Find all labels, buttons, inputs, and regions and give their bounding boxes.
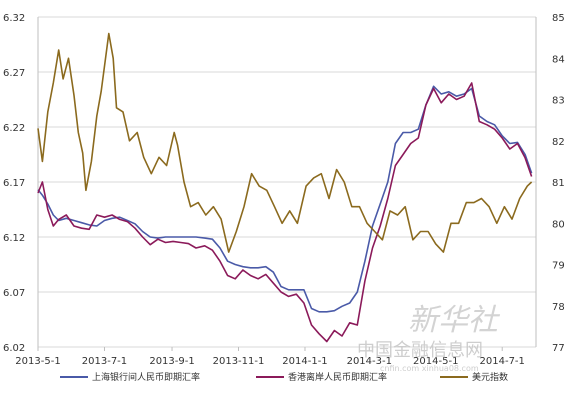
x-tick-label: 2013-9-1: [149, 356, 194, 367]
y-right-tick-label: 77: [552, 343, 565, 354]
y-left-tick-label: 6.12: [3, 233, 25, 244]
y-right-tick-label: 84: [552, 54, 565, 65]
x-tick-label: 2014-1-1: [282, 356, 327, 367]
watermark-url: cnfin.com xinhua08.com: [380, 364, 479, 373]
y-left-tick-label: 6.02: [3, 343, 25, 354]
y-right-tick-label: 81: [552, 178, 565, 189]
x-tick-label: 2014-5-1: [413, 356, 458, 367]
y-right-tick-label: 85: [552, 13, 565, 24]
y-right-tick-label: 80: [552, 219, 565, 230]
y-right-tick-label: 78: [552, 302, 565, 313]
x-tick-label: 2013-5-1: [15, 356, 60, 367]
y-right-tick-label: 79: [552, 261, 565, 272]
y-right-tick-label: 83: [552, 96, 565, 107]
x-tick-label: 2014-3-1: [347, 356, 392, 367]
y-left-tick-label: 6.27: [3, 68, 25, 79]
legend-label: 美元指数: [472, 371, 508, 383]
series-line-2: [37, 32, 533, 253]
legend-label: 香港离岸人民币即期汇率: [288, 371, 387, 383]
y-right-tick-label: 82: [552, 137, 565, 148]
x-tick-label: 2014-7-1: [480, 356, 525, 367]
watermark-logo: 新华社: [408, 303, 501, 338]
watermark: 新华社 中国金融信息网 cnfin.com xinhua08.com: [357, 303, 501, 373]
x-axis: 2013-5-1 2013-7-1 2013-9-1 2013-11-1 2014-1-…: [15, 347, 525, 367]
grid-layer: [37, 16, 537, 348]
series-layer: [37, 32, 533, 343]
series-line-1: [37, 82, 533, 343]
x-tick-label: 2013-7-1: [82, 356, 127, 367]
series-line-0: [37, 85, 533, 313]
x-tick-label: 2013-11-1: [213, 356, 265, 367]
legend: 上海银行间人民币即期汇率 香港离岸人民币即期汇率 美元指数: [60, 371, 508, 383]
y-axis-right: 77 78 79 80 81 82 83 84 85: [552, 13, 565, 354]
y-axis-left: 6.02 6.07 6.12 6.17 6.22 6.27 6.32: [3, 13, 25, 354]
y-left-tick-label: 6.22: [3, 123, 25, 134]
watermark-site: 中国金融信息网: [357, 340, 483, 361]
y-left-tick-label: 6.32: [3, 13, 25, 24]
y-left-tick-label: 6.07: [3, 288, 25, 299]
legend-label: 上海银行间人民币即期汇率: [92, 371, 200, 383]
y-left-tick-label: 6.17: [3, 178, 25, 189]
